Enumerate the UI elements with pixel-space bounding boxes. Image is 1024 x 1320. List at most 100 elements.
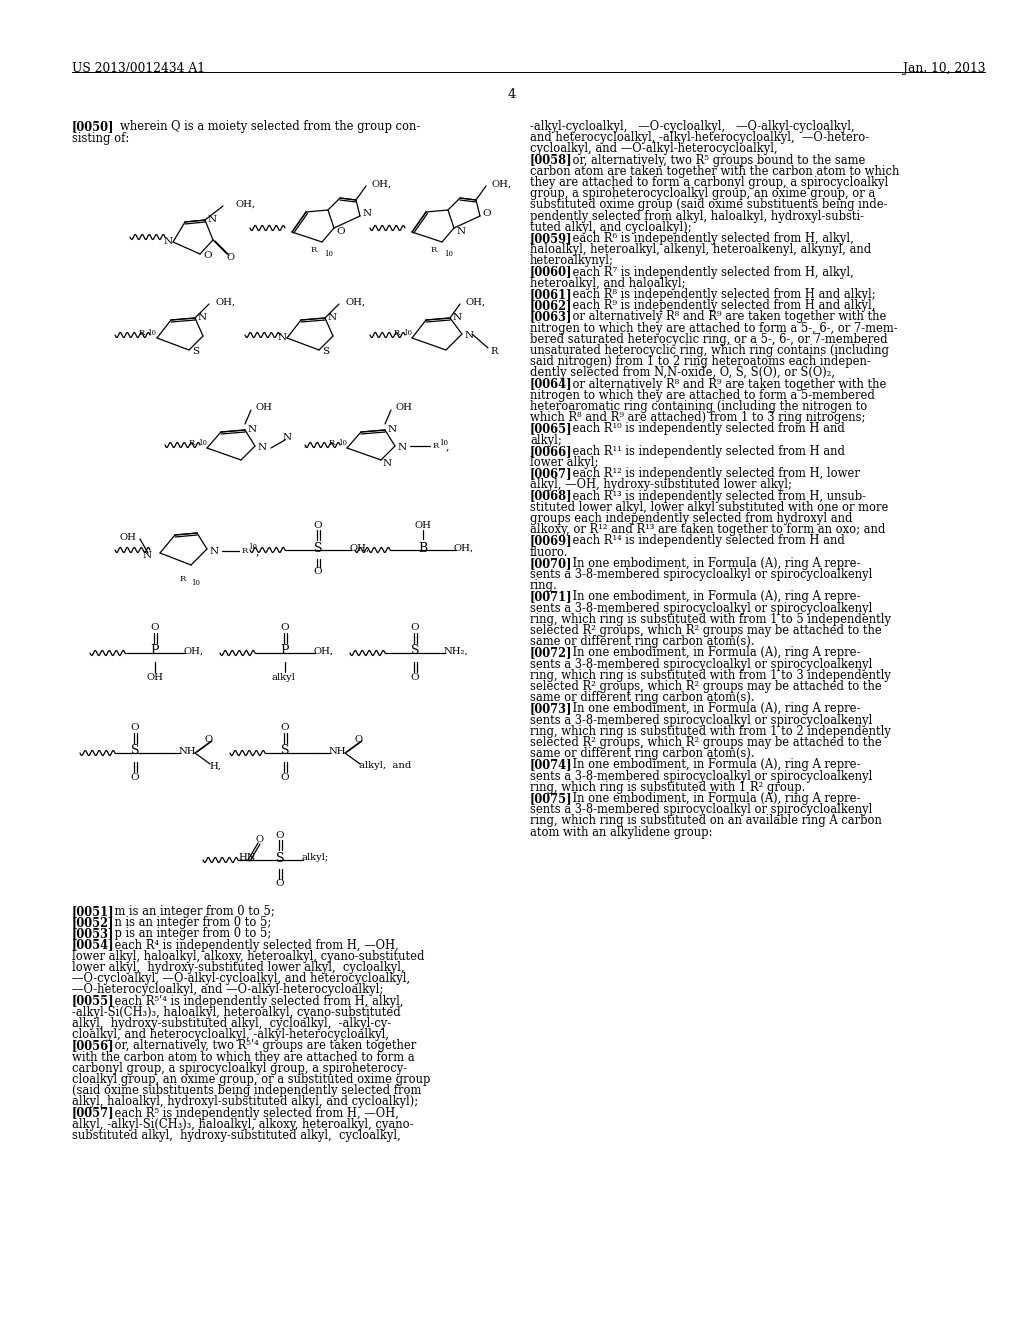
- Text: 10: 10: [248, 543, 257, 550]
- Text: R: R: [433, 442, 439, 450]
- Text: OH: OH: [395, 403, 412, 412]
- Text: —O-heterocycloalkyl, and —O-alkyl-heterocycloalkyl;: —O-heterocycloalkyl, and —O-alkyl-hetero…: [72, 983, 383, 997]
- Text: N: N: [278, 334, 287, 342]
- Text: N: N: [210, 546, 218, 556]
- Text: N: N: [387, 425, 396, 433]
- Text: each R⁹ is independently selected from H and alkyl,: each R⁹ is independently selected from H…: [558, 300, 876, 313]
- Text: sents a 3-8-membered spirocycloalkyl or spirocycloalkenyl: sents a 3-8-membered spirocycloalkyl or …: [530, 803, 872, 816]
- Text: O: O: [227, 253, 236, 263]
- Text: carbon atom are taken together with the carbon atom to which: carbon atom are taken together with the …: [530, 165, 899, 178]
- Text: ring.: ring.: [530, 579, 558, 593]
- Text: and heterocycloalkyl, -alkyl-heterocycloalkyl,  —O-hetero-: and heterocycloalkyl, -alkyl-heterocyclo…: [530, 131, 869, 144]
- Text: ,: ,: [303, 437, 307, 447]
- Text: OH,: OH,: [454, 544, 474, 553]
- Text: p is an integer from 0 to 5;: p is an integer from 0 to 5;: [100, 928, 271, 940]
- Text: [0055]: [0055]: [72, 994, 115, 1007]
- Text: said nitrogen) from 1 to 2 ring heteroatoms each indepen-: said nitrogen) from 1 to 2 ring heteroat…: [530, 355, 870, 368]
- Text: N: N: [164, 238, 173, 247]
- Text: S: S: [313, 541, 323, 554]
- Text: -alkyl-Si(CH₃)₃, haloalkyl, heteroalkyl, cyano-substituted: -alkyl-Si(CH₃)₃, haloalkyl, heteroalkyl,…: [72, 1006, 400, 1019]
- Text: OH,: OH,: [234, 199, 255, 209]
- Text: [0050]: [0050]: [72, 120, 115, 133]
- Text: n is an integer from 0 to 5;: n is an integer from 0 to 5;: [100, 916, 271, 929]
- Text: [0058]: [0058]: [530, 153, 572, 166]
- Text: each R⁶ is independently selected from H, alkyl,: each R⁶ is independently selected from H…: [558, 232, 854, 246]
- Text: O: O: [411, 672, 419, 681]
- Text: OH: OH: [119, 532, 136, 541]
- Text: -alkyl-cycloalkyl,   —O-cycloalkyl,   —O-alkyl-cycloalkyl,: -alkyl-cycloalkyl, —O-cycloalkyl, —O-alk…: [530, 120, 855, 133]
- Text: [0067]: [0067]: [530, 467, 572, 480]
- Text: 10: 10: [444, 249, 453, 257]
- Text: heteroalkyl, and haloalkyl;: heteroalkyl, and haloalkyl;: [530, 277, 685, 290]
- Text: O: O: [482, 210, 492, 219]
- Text: [0072]: [0072]: [530, 647, 572, 660]
- Text: selected R² groups, which R² groups may be attached to the: selected R² groups, which R² groups may …: [530, 680, 882, 693]
- Text: N: N: [397, 444, 407, 453]
- Text: R: R: [490, 347, 498, 356]
- Text: (said oxime substituents being independently selected from: (said oxime substituents being independe…: [72, 1084, 421, 1097]
- Text: H,: H,: [209, 762, 221, 771]
- Text: R: R: [188, 440, 195, 447]
- Text: O: O: [281, 623, 290, 632]
- Text: m is an integer from 0 to 5;: m is an integer from 0 to 5;: [100, 906, 274, 917]
- Text: [0056]: [0056]: [72, 1039, 115, 1052]
- Text: [0065]: [0065]: [530, 422, 572, 436]
- Text: OH,: OH,: [492, 180, 512, 189]
- Text: alkyl, haloalkyl, hydroxyl-substituted alkyl, and cycloalkyl);: alkyl, haloalkyl, hydroxyl-substituted a…: [72, 1096, 418, 1109]
- Text: [0074]: [0074]: [530, 759, 572, 771]
- Text: R: R: [310, 246, 317, 253]
- Text: 10: 10: [324, 249, 333, 257]
- Text: ring, which ring is substituted with from 1 to 3 independently: ring, which ring is substituted with fro…: [530, 669, 891, 682]
- Text: alkyl;: alkyl;: [530, 433, 562, 446]
- Text: N: N: [198, 313, 207, 322]
- Text: each R¹¹ is independently selected from H and: each R¹¹ is independently selected from …: [558, 445, 845, 458]
- Text: [0062]: [0062]: [530, 300, 572, 313]
- Text: OH,: OH,: [183, 647, 203, 656]
- Text: [0070]: [0070]: [530, 557, 572, 570]
- Text: ring, which ring is substituted with from 1 to 5 independently: ring, which ring is substituted with fro…: [530, 612, 891, 626]
- Text: N: N: [465, 331, 473, 341]
- Text: O: O: [281, 772, 290, 781]
- Text: S: S: [411, 644, 419, 657]
- Text: O: O: [275, 830, 285, 840]
- Text: 10: 10: [439, 440, 449, 447]
- Text: unsaturated heterocyclic ring, which ring contains (including: unsaturated heterocyclic ring, which rin…: [530, 345, 889, 356]
- Text: N: N: [257, 444, 266, 453]
- Text: alkyl, —OH, hydroxy-substituted lower alkyl;: alkyl, —OH, hydroxy-substituted lower al…: [530, 478, 792, 491]
- Text: 10: 10: [338, 440, 347, 447]
- Text: each R⁵ʹ⁴ is independently selected from H, alkyl,: each R⁵ʹ⁴ is independently selected from…: [100, 994, 403, 1007]
- Text: bered saturated heterocyclic ring, or a 5-, 6-, or 7-membered: bered saturated heterocyclic ring, or a …: [530, 333, 888, 346]
- Text: O: O: [355, 735, 364, 744]
- Text: N: N: [208, 214, 216, 223]
- Text: [0057]: [0057]: [72, 1106, 115, 1119]
- Text: selected R² groups, which R² groups may be attached to the: selected R² groups, which R² groups may …: [530, 737, 882, 748]
- Text: [0069]: [0069]: [530, 535, 572, 548]
- Text: ,: ,: [255, 546, 259, 556]
- Text: NH: NH: [178, 747, 196, 755]
- Text: [0059]: [0059]: [530, 232, 572, 246]
- Text: [0064]: [0064]: [530, 378, 572, 391]
- Text: P: P: [281, 644, 289, 657]
- Text: R: R: [394, 329, 400, 337]
- Text: they are attached to form a carbonyl group, a spirocycloalkyl: they are attached to form a carbonyl gro…: [530, 176, 888, 189]
- Text: cloalkyl group, an oxime group, or a substituted oxime group: cloalkyl group, an oxime group, or a sub…: [72, 1073, 430, 1086]
- Text: [0071]: [0071]: [530, 590, 572, 603]
- Text: haloalkyl, heteroalkyl, alkenyl, heteroalkenyl, alkynyl, and: haloalkyl, heteroalkyl, alkenyl, heteroa…: [530, 243, 871, 256]
- Text: fluoro.: fluoro.: [530, 545, 568, 558]
- Text: R: R: [329, 440, 335, 447]
- Text: sents a 3-8-membered spirocycloalkyl or spirocycloalkenyl: sents a 3-8-membered spirocycloalkyl or …: [530, 657, 872, 671]
- Text: OH,: OH,: [345, 297, 366, 306]
- Text: [0060]: [0060]: [530, 265, 572, 279]
- Text: sents a 3-8-membered spirocycloalkyl or spirocycloalkenyl: sents a 3-8-membered spirocycloalkyl or …: [530, 714, 872, 726]
- Text: [0063]: [0063]: [530, 310, 572, 323]
- Text: alkyl,  hydroxy-substituted alkyl,  cycloalkyl,  -alkyl-cy-: alkyl, hydroxy-substituted alkyl, cycloa…: [72, 1016, 391, 1030]
- Text: alkyl;: alkyl;: [302, 854, 330, 862]
- Text: In one embodiment, in Formula (A), ring A repre-: In one embodiment, in Formula (A), ring …: [558, 792, 860, 805]
- Text: 10: 10: [147, 329, 156, 337]
- Text: NH₂,: NH₂,: [443, 647, 468, 656]
- Text: substituted alkyl,  hydroxy-substituted alkyl,  cycloalkyl,: substituted alkyl, hydroxy-substituted a…: [72, 1129, 400, 1142]
- Text: N: N: [143, 550, 152, 560]
- Text: same or different ring carbon atom(s).: same or different ring carbon atom(s).: [530, 635, 755, 648]
- Text: [0054]: [0054]: [72, 939, 115, 952]
- Text: each R⁸ is independently selected from H and alkyl;: each R⁸ is independently selected from H…: [558, 288, 876, 301]
